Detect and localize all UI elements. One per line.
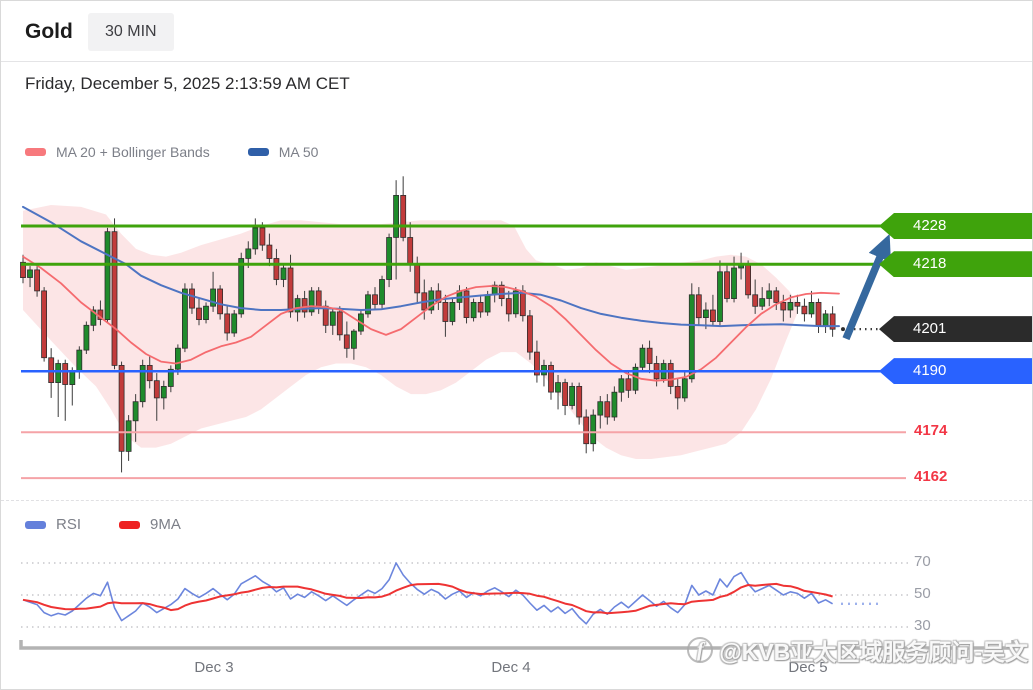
rsi-9ma-line bbox=[22, 582, 833, 615]
ma50-legend-label: MA 50 bbox=[278, 144, 319, 160]
price-chart-canvas[interactable] bbox=[1, 131, 1033, 503]
watermark-text: @KVB亚太区域服务顾问-吴文 bbox=[719, 639, 1028, 665]
price-tag-4218: 4218 bbox=[879, 251, 1032, 278]
watermark: f @KVB亚太区域服务顾问-吴文 bbox=[687, 633, 1028, 667]
ma20-bollinger-legend-label: MA 20 + Bollinger Bands bbox=[56, 144, 210, 160]
price-legend: MA 20 + Bollinger Bands MA 50 bbox=[25, 144, 318, 160]
rsi-9ma-swatch-icon bbox=[119, 520, 141, 529]
header-divider bbox=[1, 61, 1032, 62]
panel-divider bbox=[1, 500, 1032, 501]
rsi-line bbox=[22, 562, 833, 625]
rsi-tick-30: 30 bbox=[914, 617, 931, 634]
rsi-tick-70: 70 bbox=[914, 553, 931, 570]
rsi-chart-canvas[interactable] bbox=[1, 503, 1033, 690]
price-label-4174: 4174 bbox=[914, 422, 948, 440]
rsi-9ma-legend-label: 9MA bbox=[150, 516, 181, 533]
x-axis-label-dec4: Dec 4 bbox=[491, 659, 531, 676]
price-label-4162: 4162 bbox=[914, 468, 948, 486]
price-tag-4201-last: 4201 bbox=[879, 316, 1032, 343]
x-axis-label-dec5: Dec 5 bbox=[788, 659, 828, 676]
rsi-legend-label: RSI bbox=[56, 516, 82, 533]
price-tag-4190: 4190 bbox=[879, 358, 1032, 385]
x-axis-label-dec3: Dec 3 bbox=[194, 659, 234, 676]
rsi-tick-50: 50 bbox=[914, 585, 931, 602]
rsi-legend: RSI 9MA bbox=[25, 516, 181, 533]
x-axis-bar bbox=[19, 640, 1015, 650]
chart-datetime: Friday, December 5, 2025 2:13:59 AM CET bbox=[25, 74, 350, 93]
facebook-icon: f bbox=[687, 637, 714, 663]
price-tag-4228: 4228 bbox=[879, 213, 1032, 239]
ma50-swatch-icon bbox=[247, 148, 269, 156]
last-price-dot bbox=[841, 327, 845, 332]
timeframe-badge: 30 MIN bbox=[88, 13, 174, 51]
rsi-swatch-icon bbox=[25, 520, 46, 529]
bullish-projection-arrow bbox=[842, 233, 891, 341]
ma20-line bbox=[22, 255, 840, 382]
bollinger-band-area bbox=[23, 205, 797, 459]
page-title: Gold bbox=[25, 20, 73, 43]
ma20-bollinger-swatch-icon bbox=[25, 148, 46, 156]
